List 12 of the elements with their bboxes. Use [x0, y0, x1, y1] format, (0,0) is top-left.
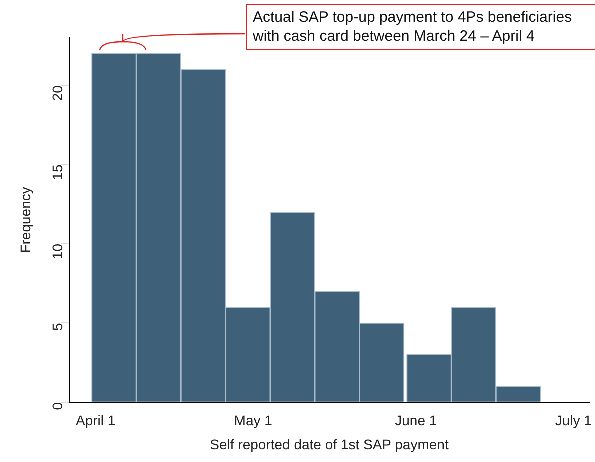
y-tick-label: 10 — [49, 244, 66, 260]
x-axis-title: Self reported date of 1st SAP payment — [210, 436, 449, 452]
x-tick-label: July 1 — [555, 412, 592, 429]
annotation: Actual SAP top-up payment to 4Ps beneficiaries with cash card between March 24 – April 4 — [246, 4, 595, 50]
x-tick-label: April 1 — [76, 412, 116, 429]
y-tick-label: 0 — [49, 402, 66, 410]
y-tick-label: 15 — [49, 164, 66, 180]
y-axis-title: Frequency — [17, 187, 34, 254]
x-tick-label: May 1 — [234, 412, 273, 429]
y-tick-label: 5 — [49, 322, 66, 331]
y-tick-label: 20 — [49, 85, 66, 102]
x-tick-label: June 1 — [395, 412, 438, 429]
